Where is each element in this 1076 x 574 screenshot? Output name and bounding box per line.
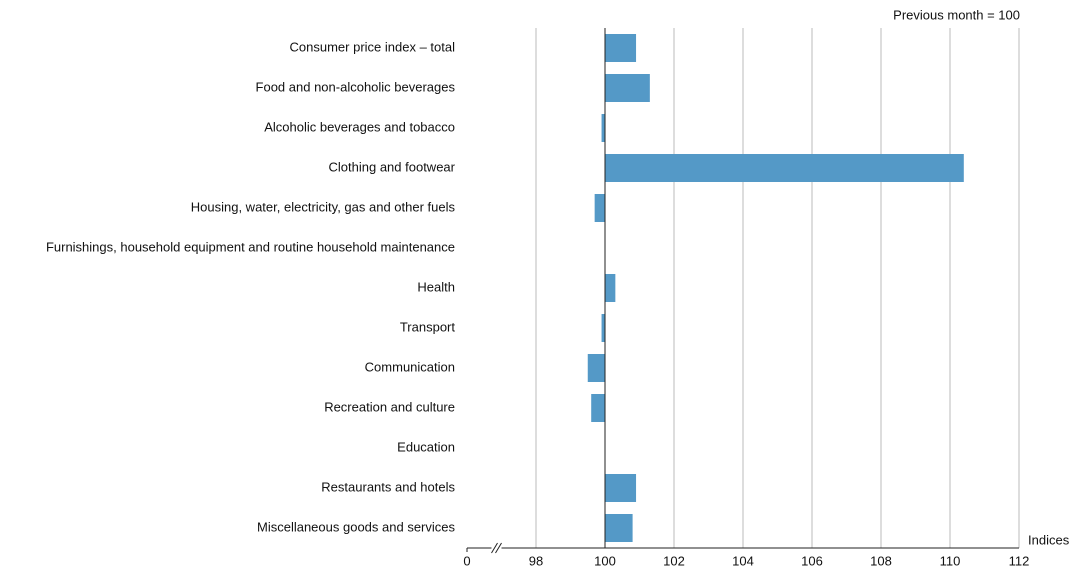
axis-break-gap bbox=[491, 542, 502, 554]
y-tick-label: Housing, water, electricity, gas and oth… bbox=[191, 199, 456, 214]
bar bbox=[601, 114, 605, 142]
x-tick-label: 98 bbox=[529, 553, 543, 568]
y-tick-label: Consumer price index – total bbox=[290, 39, 456, 54]
y-tick-label: Clothing and footwear bbox=[329, 159, 456, 174]
bar bbox=[605, 74, 650, 102]
y-tick-label: Recreation and culture bbox=[324, 399, 455, 414]
x-tick-label: 104 bbox=[732, 553, 754, 568]
x-tick-label: 0 bbox=[463, 553, 470, 568]
y-tick-label: Health bbox=[417, 279, 455, 294]
bar bbox=[605, 34, 637, 62]
x-tick-label: 106 bbox=[801, 553, 823, 568]
y-tick-label: Food and non-alcoholic beverages bbox=[256, 79, 456, 94]
bar bbox=[591, 394, 605, 422]
x-tick-label: 100 bbox=[594, 553, 616, 568]
y-tick-label: Communication bbox=[365, 359, 455, 374]
axis-break bbox=[491, 542, 498, 554]
y-tick-label: Education bbox=[397, 439, 455, 454]
subtitle: Previous month = 100 bbox=[893, 7, 1020, 22]
axis-break bbox=[495, 542, 502, 554]
y-tick-label: Miscellaneous goods and services bbox=[257, 519, 455, 534]
x-tick-label: 110 bbox=[940, 553, 961, 568]
y-tick-label: Transport bbox=[400, 319, 456, 334]
bar bbox=[605, 514, 633, 542]
x-tick-label: 112 bbox=[1009, 553, 1030, 568]
y-tick-label: Furnishings, household equipment and rou… bbox=[46, 239, 455, 254]
x-axis-label: Indices bbox=[1028, 532, 1070, 547]
bar bbox=[605, 274, 616, 302]
y-tick-label: Alcoholic beverages and tobacco bbox=[264, 119, 455, 134]
y-tick-label: Restaurants and hotels bbox=[321, 479, 455, 494]
x-tick-label: 102 bbox=[663, 553, 685, 568]
bar bbox=[605, 474, 637, 502]
bar bbox=[594, 194, 605, 222]
bar bbox=[605, 154, 964, 182]
bar bbox=[601, 314, 605, 342]
x-tick-label: 108 bbox=[870, 553, 892, 568]
bar bbox=[587, 354, 605, 382]
